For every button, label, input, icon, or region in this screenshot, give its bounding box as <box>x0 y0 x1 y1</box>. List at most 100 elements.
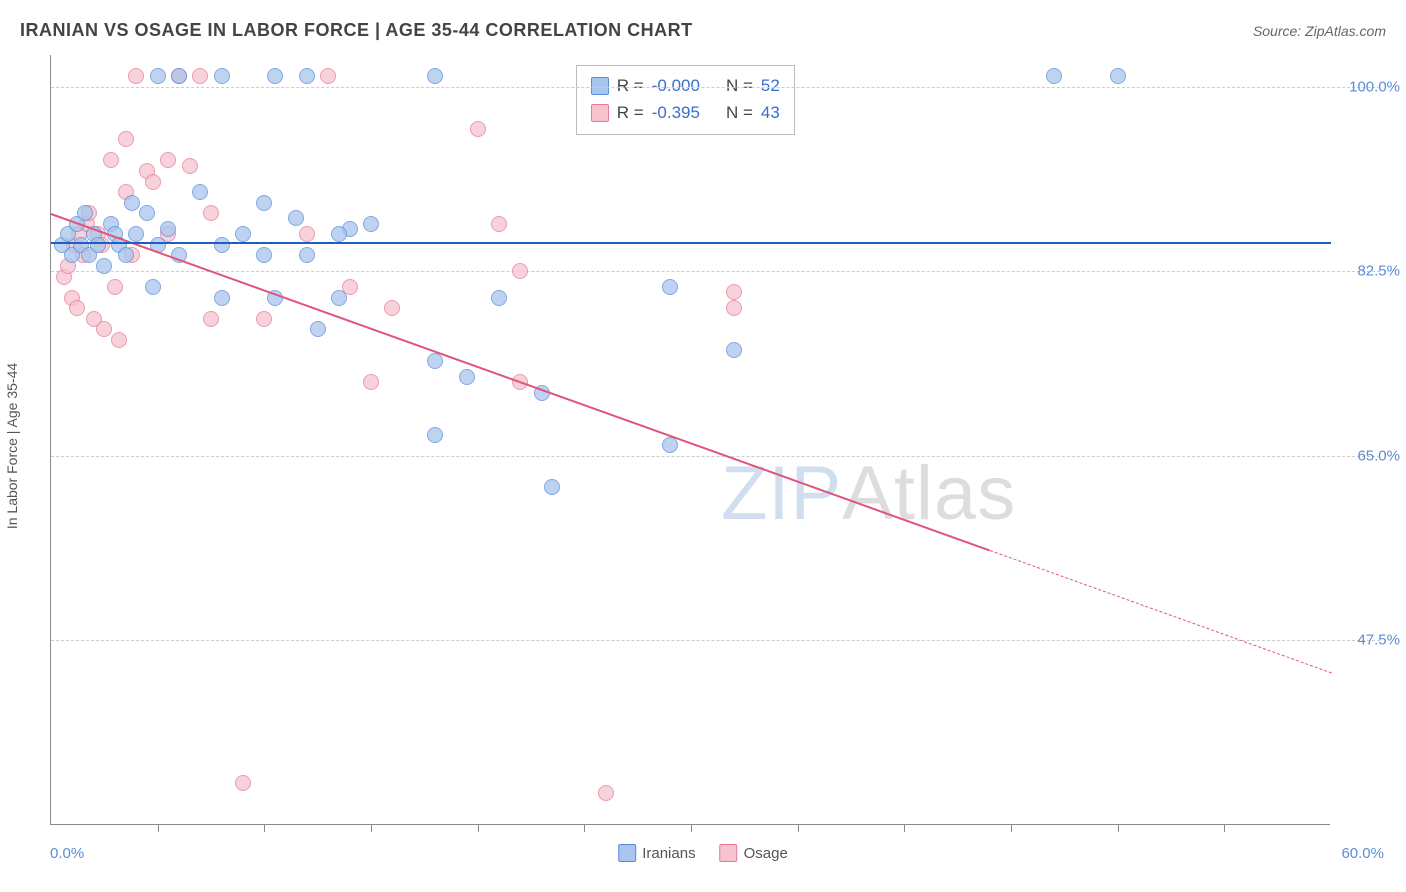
data-point-iranians <box>1046 68 1062 84</box>
data-point-osage <box>192 68 208 84</box>
data-point-iranians <box>96 258 112 274</box>
data-point-iranians <box>1110 68 1126 84</box>
data-point-osage <box>299 226 315 242</box>
x-tick <box>584 824 585 832</box>
legend-item-osage: Osage <box>720 844 788 862</box>
data-point-iranians <box>427 353 443 369</box>
data-point-iranians <box>662 279 678 295</box>
data-point-osage <box>182 158 198 174</box>
data-point-osage <box>145 174 161 190</box>
data-point-iranians <box>256 247 272 263</box>
data-point-iranians <box>331 226 347 242</box>
data-point-iranians <box>267 68 283 84</box>
stats-swatch <box>591 77 609 95</box>
data-point-osage <box>470 121 486 137</box>
data-point-iranians <box>662 437 678 453</box>
y-tick-label: 47.5% <box>1357 632 1400 649</box>
data-point-iranians <box>491 290 507 306</box>
data-point-osage <box>103 152 119 168</box>
data-point-iranians <box>214 237 230 253</box>
data-point-iranians <box>139 205 155 221</box>
data-point-iranians <box>288 210 304 226</box>
bottom-legend: Iranians Osage <box>618 844 788 862</box>
x-tick <box>478 824 479 832</box>
gridline <box>51 456 1380 457</box>
gridline <box>51 640 1380 641</box>
stats-row: R =-0.000N =52 <box>591 72 780 99</box>
watermark-zip: ZIP <box>721 451 842 536</box>
data-point-iranians <box>90 237 106 253</box>
data-point-osage <box>726 300 742 316</box>
data-point-osage <box>69 300 85 316</box>
x-tick <box>1011 824 1012 832</box>
x-tick <box>691 824 692 832</box>
data-point-osage <box>128 68 144 84</box>
data-point-iranians <box>299 68 315 84</box>
data-point-osage <box>203 311 219 327</box>
y-tick-label: 82.5% <box>1357 263 1400 280</box>
stats-legend: R =-0.000N =52R =-0.395N =43 <box>576 65 795 135</box>
stats-row: R =-0.395N =43 <box>591 99 780 126</box>
x-tick <box>371 824 372 832</box>
x-tick <box>798 824 799 832</box>
data-point-osage <box>107 279 123 295</box>
data-point-osage <box>256 311 272 327</box>
data-point-osage <box>491 216 507 232</box>
data-point-iranians <box>235 226 251 242</box>
data-point-iranians <box>124 195 140 211</box>
data-point-osage <box>203 205 219 221</box>
gridline <box>51 87 1380 88</box>
chart-source: Source: ZipAtlas.com <box>1253 23 1386 39</box>
trend-line-osage-dashed <box>989 550 1331 673</box>
x-tick <box>1224 824 1225 832</box>
x-tick <box>158 824 159 832</box>
data-point-iranians <box>160 221 176 237</box>
y-tick-label: 100.0% <box>1349 78 1400 95</box>
watermark-atlas: Atlas <box>842 451 1016 536</box>
legend-swatch-iranians <box>618 844 636 862</box>
data-point-osage <box>384 300 400 316</box>
x-min-label: 0.0% <box>50 845 84 862</box>
x-tick <box>264 824 265 832</box>
legend-swatch-osage <box>720 844 738 862</box>
data-point-iranians <box>459 369 475 385</box>
data-point-iranians <box>726 342 742 358</box>
trend-line-iranians <box>51 242 1331 244</box>
data-point-iranians <box>128 226 144 242</box>
legend-label-iranians: Iranians <box>642 845 695 862</box>
data-point-osage <box>160 152 176 168</box>
gridline <box>51 271 1380 272</box>
legend-label-osage: Osage <box>744 845 788 862</box>
data-point-iranians <box>171 68 187 84</box>
data-point-iranians <box>310 321 326 337</box>
data-point-osage <box>512 263 528 279</box>
data-point-osage <box>235 775 251 791</box>
data-point-iranians <box>331 290 347 306</box>
data-point-osage <box>118 131 134 147</box>
chart-title: IRANIAN VS OSAGE IN LABOR FORCE | AGE 35… <box>20 20 693 41</box>
data-point-osage <box>726 284 742 300</box>
data-point-osage <box>320 68 336 84</box>
data-point-iranians <box>214 290 230 306</box>
y-axis-title: In Labor Force | Age 35-44 <box>4 363 20 529</box>
data-point-osage <box>363 374 379 390</box>
data-point-iranians <box>256 195 272 211</box>
data-point-iranians <box>363 216 379 232</box>
data-point-osage <box>96 321 112 337</box>
data-point-iranians <box>544 479 560 495</box>
x-max-label: 60.0% <box>1341 845 1384 862</box>
y-tick-label: 65.0% <box>1357 447 1400 464</box>
data-point-iranians <box>145 279 161 295</box>
stats-swatch <box>591 104 609 122</box>
data-point-iranians <box>299 247 315 263</box>
x-tick <box>1118 824 1119 832</box>
x-tick <box>904 824 905 832</box>
data-point-osage <box>598 785 614 801</box>
watermark: ZIPAtlas <box>721 450 1016 537</box>
data-point-iranians <box>192 184 208 200</box>
data-point-iranians <box>77 205 93 221</box>
data-point-iranians <box>214 68 230 84</box>
legend-item-iranians: Iranians <box>618 844 695 862</box>
data-point-iranians <box>118 247 134 263</box>
data-point-iranians <box>427 68 443 84</box>
